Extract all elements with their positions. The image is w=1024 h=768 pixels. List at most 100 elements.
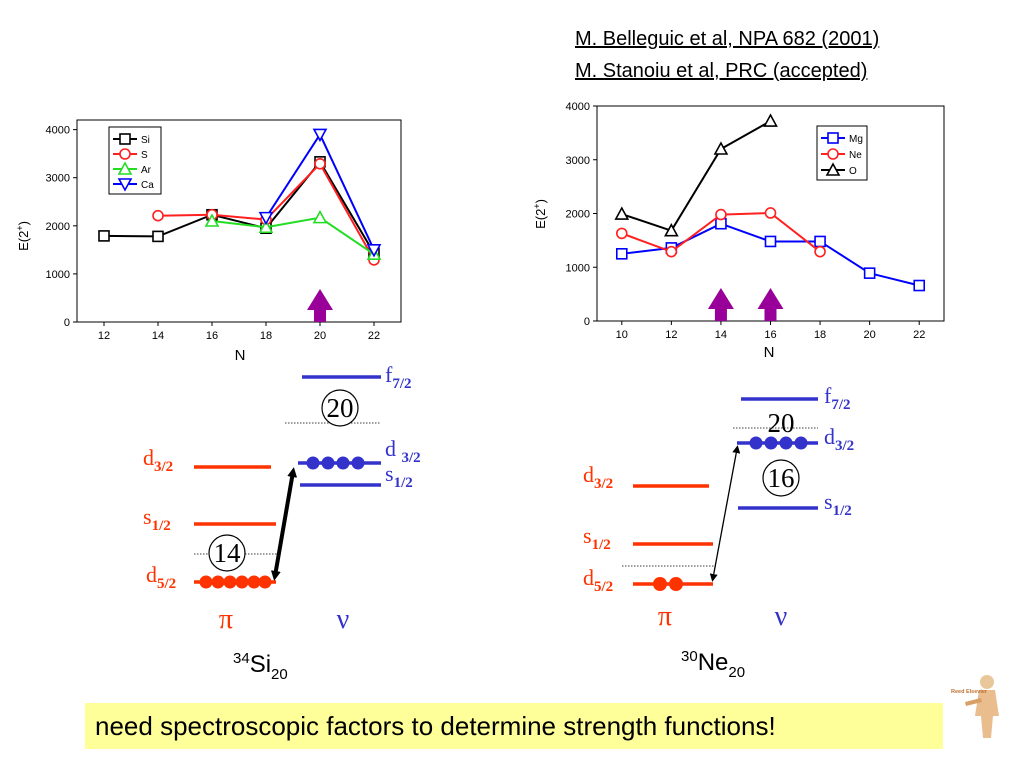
y-tick-label: 4000 [566, 101, 590, 113]
legend-marker [827, 148, 839, 160]
neutron-occupation-dots [749, 436, 808, 450]
y-tick-label: 0 [64, 317, 70, 329]
legend-marker [119, 148, 131, 160]
legend-marker [119, 133, 131, 145]
series-line-si [103, 160, 375, 254]
proton-label-d5-2: d5/2 [146, 562, 176, 592]
x-tick-label: 16 [206, 330, 218, 342]
x-tick-label: 20 [314, 330, 326, 342]
level-scheme-ne30: 20 16 d3/2 s1/2 d5/2 f7/2 d3/2 s1/2 π ν … [583, 383, 854, 681]
reference-belleguic: M. Belleguic et al, NPA 682 (2001) [575, 28, 880, 50]
legend-label: Si [141, 135, 150, 146]
data-point-o [614, 206, 630, 220]
chart-legend: Mg Ne O [816, 125, 868, 181]
data-point-o [664, 223, 679, 237]
highlight-arrow [757, 288, 784, 321]
x-tick-label: 22 [913, 329, 925, 341]
shell-gap-label-16: 16 [768, 463, 795, 493]
legend-label: Ca [141, 180, 154, 191]
nucleus-label-ne30: 30Ne20 [681, 648, 745, 681]
shell-gap-label-20: 20 [327, 393, 354, 423]
logo-text: Reed Elsevier [951, 689, 988, 695]
x-tick-label: 10 [616, 329, 628, 341]
excitation-arrow [270, 467, 298, 581]
data-point-ne [615, 227, 628, 240]
y-tick-label: 2000 [46, 221, 70, 233]
data-point-ca [366, 244, 382, 258]
data-point-ne [665, 245, 678, 258]
legend-marker [117, 178, 133, 192]
legend-marker [825, 162, 841, 176]
excitation-arrow [709, 445, 741, 582]
x-tick-label: 18 [814, 329, 826, 341]
y-tick-label: 1000 [566, 262, 590, 274]
y-tick-label: 3000 [46, 173, 70, 185]
data-point-ca [258, 211, 274, 226]
shell-gap-label-20: 20 [768, 408, 795, 438]
data-point-s [152, 209, 164, 222]
data-point-ar [258, 219, 274, 234]
data-point-ne [814, 245, 826, 258]
legend-label: Mg [849, 134, 863, 145]
neutron-label-f7-2: f7/2 [385, 362, 412, 392]
legend-label: O [849, 166, 857, 177]
proton-label-d3-2: d3/2 [583, 462, 613, 492]
neutron-occupation-dots [306, 456, 365, 470]
neutron-label-s1-2: s1/2 [824, 489, 852, 519]
x-tick-label: 14 [152, 330, 164, 342]
data-point-mg [913, 279, 926, 292]
proton-label-s1-2: s1/2 [143, 504, 171, 534]
shell-gap-circle-16 [762, 459, 800, 497]
neutron-label-d3-2: d 3/2 [385, 436, 421, 466]
y-tick-label: 2000 [566, 209, 590, 221]
data-point-o [763, 113, 778, 127]
data-point-ne [715, 208, 727, 221]
legend-label: Ar [141, 165, 152, 176]
legend-label: Ne [849, 150, 862, 161]
data-point-mg [863, 267, 876, 279]
neutron-label-d3-2: d3/2 [824, 424, 854, 454]
chart-e2-si-s-ar-ca: E(2+) N Si S Ar Ca 12 14 16 18 20 22 0 1000 2000 300… [15, 119, 402, 364]
x-tick-label: 18 [260, 330, 272, 342]
series-line-o [621, 120, 771, 232]
neutron-label-s1-2: s1/2 [385, 461, 413, 491]
slide-figure: E(2+) N Si S Ar Ca 12 14 16 18 20 22 0 1000 2000 300… [15, 101, 945, 683]
data-point-ar [312, 209, 328, 224]
chart-legend: Si S Ar Ca [108, 126, 162, 195]
x-tick-label: 22 [368, 330, 380, 342]
neutron-symbol: ν [775, 601, 788, 632]
x-tick-label: 20 [864, 329, 876, 341]
x-tick-label: 12 [98, 330, 110, 342]
conclusion-banner: need spectroscopic factors to determine … [85, 703, 943, 749]
proton-symbol: π [219, 604, 233, 635]
publisher-logo: Reed Elsevier [947, 672, 1017, 742]
chart-ylabel: E(2+) [15, 221, 31, 251]
data-point-s [314, 157, 326, 170]
legend-marker [117, 161, 133, 175]
x-tick-label: 14 [715, 329, 727, 341]
data-point-mg [764, 235, 777, 248]
data-point-ar [204, 213, 220, 227]
proton-label-d3-2: d3/2 [143, 445, 173, 475]
x-tick-label: 16 [764, 329, 776, 341]
proton-label-s1-2: s1/2 [583, 523, 611, 553]
data-point-si [98, 230, 110, 242]
reference-stanoiu: M. Stanoiu et al, PRC (accepted) [575, 60, 868, 82]
proton-symbol: π [658, 601, 672, 632]
data-point-ne [764, 207, 777, 219]
proton-occupation-dots [653, 577, 683, 591]
nucleus-label-si34: 34Si20 [233, 650, 288, 683]
neutron-symbol: ν [337, 604, 350, 635]
highlight-arrow [707, 288, 734, 321]
data-point-si [152, 230, 164, 243]
legend-label: S [141, 150, 148, 161]
chart-xlabel: N [235, 347, 246, 364]
data-point-ca [312, 128, 328, 143]
x-tick-label: 12 [665, 329, 677, 341]
chart-plot-frame [76, 119, 402, 323]
highlight-arrow [307, 289, 333, 322]
proton-label-d5-2: d5/2 [583, 565, 613, 595]
proton-occupation-dots [199, 575, 272, 589]
data-point-o [713, 141, 729, 155]
shell-gap-circle-14 [208, 534, 246, 572]
